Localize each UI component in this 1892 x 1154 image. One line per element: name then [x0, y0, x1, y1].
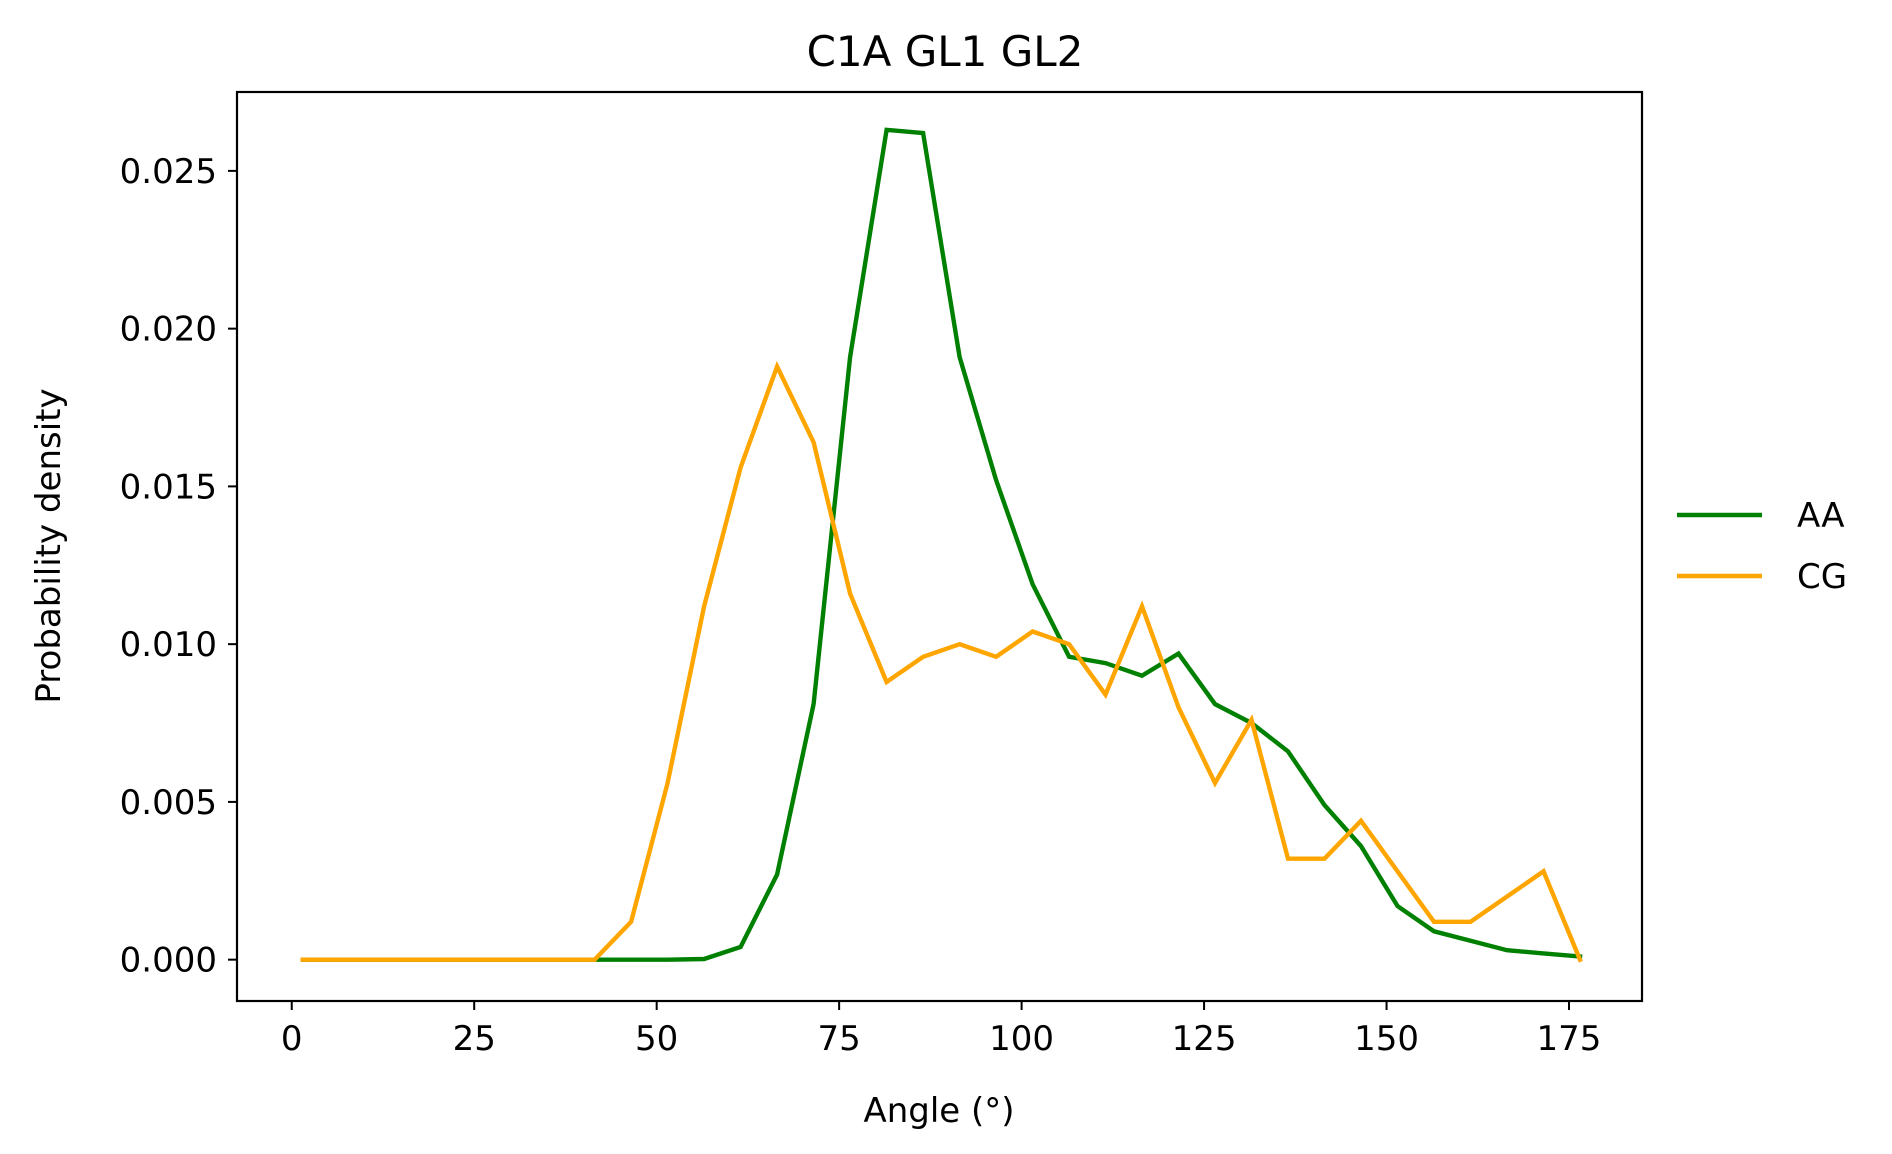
legend-label-cg: CG — [1797, 557, 1847, 597]
y-tick-label: 0.025 — [120, 152, 217, 192]
series-line-cg — [300, 360, 1583, 963]
y-tick-label: 0.020 — [120, 310, 217, 350]
chart-title: C1A GL1 GL2 — [807, 27, 1084, 76]
x-tick-label: 50 — [635, 1019, 678, 1059]
plot-frame — [235, 90, 1644, 1003]
x-tick-label: 150 — [1354, 1019, 1419, 1059]
x-tick-label: 75 — [818, 1019, 861, 1059]
x-axis-ticks: 0 25 50 75 100 125 150 175 — [281, 1001, 1602, 1059]
x-tick-label: 100 — [989, 1019, 1054, 1059]
y-tick-label: 0.000 — [120, 941, 217, 981]
x-tick-label: 175 — [1537, 1019, 1602, 1059]
series-lines — [300, 127, 1583, 963]
y-tick-label: 0.015 — [120, 467, 217, 507]
y-axis-ticks: 0.000 0.005 0.010 0.015 0.020 0.025 — [120, 152, 237, 981]
y-axis-label: Probability density — [29, 388, 69, 703]
x-tick-label: 25 — [453, 1019, 496, 1059]
legend: AA CG — [1677, 496, 1847, 597]
x-tick-label: 125 — [1172, 1019, 1237, 1059]
x-tick-label: 0 — [281, 1019, 303, 1059]
y-tick-label: 0.010 — [120, 625, 217, 665]
legend-label-aa: AA — [1797, 496, 1844, 536]
y-tick-label: 0.005 — [120, 783, 217, 823]
x-axis-label: Angle (°) — [863, 1091, 1014, 1131]
